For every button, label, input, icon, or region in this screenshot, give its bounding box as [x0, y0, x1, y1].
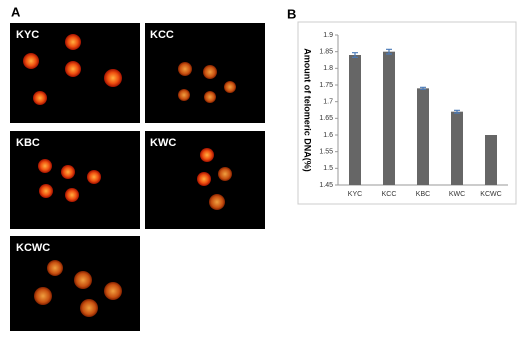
micrograph: KBC [10, 131, 140, 229]
error-bar [352, 52, 358, 58]
error-bar [386, 48, 392, 55]
x-tick-label: KYC [348, 191, 362, 198]
panel-label: A [11, 4, 21, 19]
y-tick-label: 1.75 [319, 82, 333, 89]
y-tick-label: 1.9 [323, 32, 333, 39]
y-tick-label: 1.7 [323, 99, 333, 106]
micrograph: KCWC [10, 236, 140, 331]
y-tick-label: 1.65 [319, 115, 333, 122]
image-label: KCC [150, 29, 174, 41]
x-tick-label: KWC [449, 191, 465, 198]
error-bar [454, 109, 460, 114]
panel-label: B [287, 6, 296, 21]
y-tick-label: 1.5 [323, 165, 333, 172]
chart-frame [297, 21, 517, 205]
x-tick-label: KCC [382, 191, 397, 198]
image-label: KYC [16, 29, 39, 41]
image-label: KBC [16, 137, 40, 149]
y-tick-label: 1.45 [319, 182, 333, 189]
y-tick-label: 1.55 [319, 149, 333, 156]
bar [485, 135, 497, 185]
micrograph: KCC [145, 23, 265, 123]
y-tick-label: 1.6 [323, 132, 333, 139]
image-label: KWC [150, 137, 176, 149]
y-tick-label: 1.8 [323, 65, 333, 72]
micrograph: KWC [145, 131, 265, 229]
x-tick-label: KCWC [480, 191, 501, 198]
error-bar [420, 86, 426, 90]
y-tick-label: 1.85 [319, 49, 333, 56]
micrograph: KYC [10, 23, 140, 123]
image-label: KCWC [16, 242, 50, 254]
x-tick-label: KBC [416, 191, 430, 198]
bar [349, 55, 361, 185]
y-axis-label: Amount of telomeric DNA(%) [303, 48, 313, 172]
bar [451, 111, 463, 185]
bar [383, 51, 395, 185]
bar [417, 88, 429, 185]
